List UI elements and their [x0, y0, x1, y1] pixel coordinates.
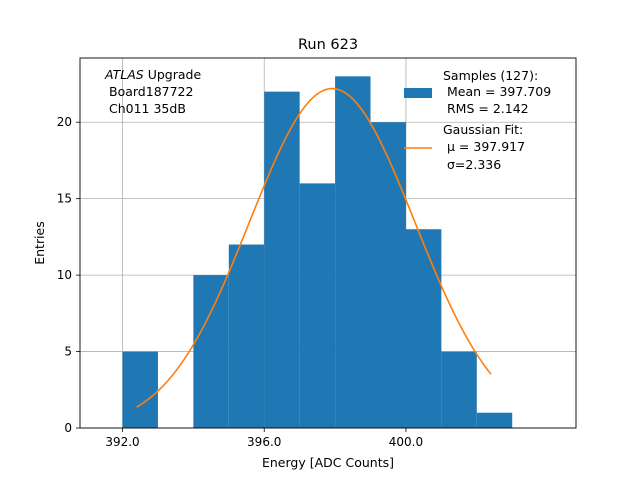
legend-samples-swatch: [404, 88, 432, 98]
y-tick-label: 15: [57, 192, 72, 206]
histogram-bar: [299, 183, 336, 428]
legend: Samples (127): Mean = 397.709 RMS = 2.14…: [404, 68, 551, 172]
axis-ticks: 392.0 396.0 400.0 0 5 10 15 20: [57, 115, 423, 449]
histogram-bar: [228, 244, 265, 428]
legend-samples-mean: Mean = 397.709: [447, 84, 551, 99]
histogram-bar: [193, 275, 229, 428]
histogram-bar: [370, 122, 406, 428]
y-tick-label: 0: [64, 421, 72, 435]
svg-text:ATLAS Upgrade: ATLAS Upgrade: [104, 67, 201, 82]
y-tick-label: 5: [64, 345, 72, 359]
x-tick-label: 396.0: [247, 435, 281, 449]
histogram-bar: [122, 351, 158, 428]
histogram-bars: [122, 76, 513, 429]
histogram-bar: [405, 229, 442, 428]
gaussian-fit-curve: [136, 87, 492, 408]
channel-label: Ch011 35dB: [109, 101, 186, 116]
legend-fit-mu: μ = 397.917: [447, 139, 525, 154]
y-tick-label: 10: [57, 268, 72, 282]
board-label: Board187722: [109, 84, 193, 99]
x-axis-label: Energy [ADC Counts]: [262, 455, 394, 470]
legend-fit-title: Gaussian Fit:: [443, 122, 523, 137]
x-tick-label: 392.0: [105, 435, 139, 449]
histogram-bar: [476, 412, 513, 428]
legend-fit-sigma: σ=2.336: [447, 157, 501, 172]
histogram-bar: [264, 91, 300, 429]
histogram-bar: [441, 351, 477, 428]
legend-samples-title: Samples (127):: [443, 68, 538, 83]
legend-samples-rms: RMS = 2.142: [447, 101, 529, 116]
y-axis-label: Entries: [32, 221, 47, 265]
plot-frame: [79, 57, 577, 429]
atlas-label: ATLAS: [104, 67, 144, 82]
histogram-bar: [335, 76, 371, 428]
x-tick-label: 400.0: [389, 435, 423, 449]
chart-title: Run 623: [298, 37, 358, 53]
atlas-annotation: ATLAS Upgrade Board187722 Ch011 35dB: [104, 67, 201, 116]
upgrade-label: Upgrade: [144, 67, 202, 82]
y-tick-label: 20: [57, 115, 72, 129]
